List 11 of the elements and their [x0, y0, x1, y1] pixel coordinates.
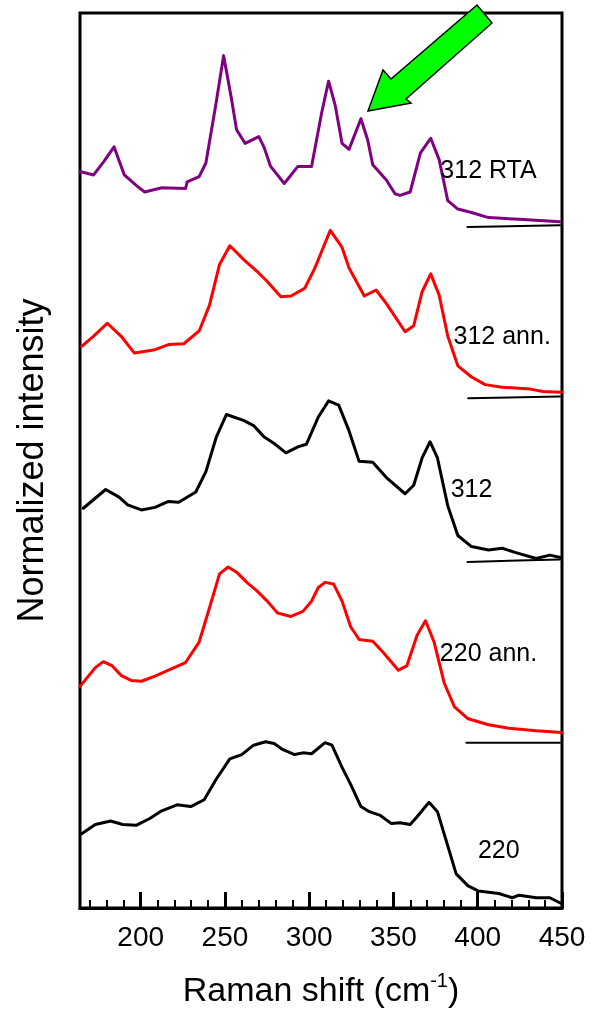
series-label: 220 ann. — [439, 638, 538, 667]
y-axis-title: Normalized intensity — [9, 298, 51, 623]
series-label: 220 — [477, 835, 520, 864]
series-label: 312 ann. — [453, 320, 551, 349]
x-tick-label: 200 — [117, 920, 165, 952]
x-tick-label: 300 — [285, 920, 333, 952]
x-tick-label: 250 — [201, 920, 249, 952]
x-tick-label: 450 — [538, 920, 586, 952]
x-tick-label: 350 — [370, 920, 417, 952]
series-label: 312 — [450, 474, 493, 503]
x-tick-label: 400 — [454, 920, 502, 952]
